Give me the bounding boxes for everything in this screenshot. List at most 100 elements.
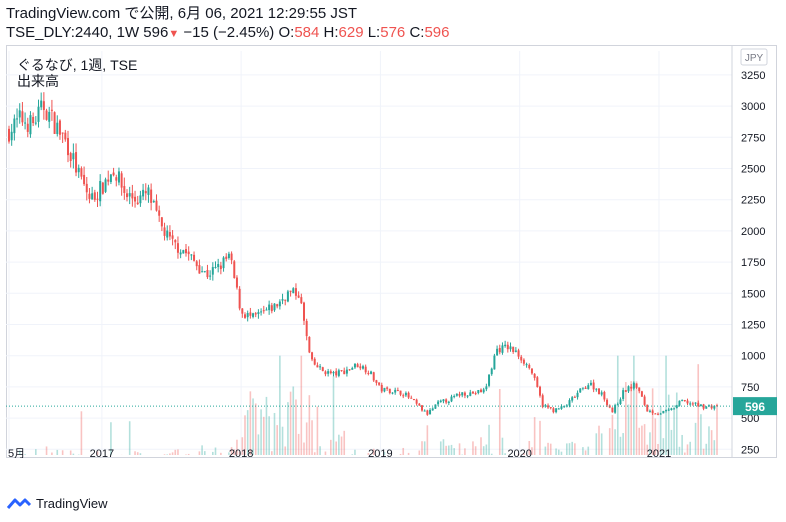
candle-body xyxy=(675,405,678,409)
volume-bar xyxy=(330,439,332,455)
volume-bar xyxy=(423,441,426,455)
candle-body xyxy=(359,366,362,369)
candle-body xyxy=(568,400,571,406)
open-value: 584 xyxy=(294,24,320,41)
candle-body xyxy=(600,392,603,395)
candle-body xyxy=(659,413,662,415)
volume-bar xyxy=(51,452,53,455)
volume-bar xyxy=(705,443,708,455)
candle-body xyxy=(493,355,496,370)
volume-bar xyxy=(407,452,410,455)
volume-bar xyxy=(308,395,311,455)
volume-bar xyxy=(595,433,598,455)
volume-bar xyxy=(684,452,686,455)
candle-body xyxy=(496,348,499,356)
volume-bar xyxy=(268,416,270,455)
candle-body xyxy=(37,106,40,122)
footer-brand: TradingView xyxy=(36,495,108,511)
volume-bar xyxy=(351,454,354,455)
candle-body xyxy=(211,267,214,275)
candlestick-chart[interactable]: 250 500 750 1000 1250 1500 1750 2000 2250 2500 275… xyxy=(6,45,777,458)
candle-body xyxy=(437,401,440,405)
candle-body xyxy=(222,257,225,269)
candle-body xyxy=(581,387,584,389)
candle-body xyxy=(260,311,263,313)
candle-body xyxy=(292,288,295,294)
candle-body xyxy=(598,388,600,394)
candle-body xyxy=(606,399,609,406)
last-price-label: 596 xyxy=(745,400,765,414)
volume-bar xyxy=(681,434,683,455)
candle-body xyxy=(8,128,10,142)
volume-bar xyxy=(313,452,316,455)
volume-bar xyxy=(319,446,321,455)
candle-body xyxy=(375,380,378,383)
volume-bar xyxy=(45,446,48,455)
x-tick-label: 2020 xyxy=(507,448,531,458)
candle-body xyxy=(498,348,501,353)
candle-body xyxy=(16,118,19,120)
candle-body xyxy=(429,409,432,415)
candle-body xyxy=(624,390,627,392)
volume-bar xyxy=(622,433,624,455)
volume-bar xyxy=(418,450,421,455)
candle-body xyxy=(24,122,27,124)
volume-bar xyxy=(678,446,681,455)
volume-bar xyxy=(228,452,230,455)
volume-bar xyxy=(611,414,614,455)
volume-bar xyxy=(244,415,246,455)
volume-bar xyxy=(501,437,504,455)
candle-body xyxy=(75,152,78,173)
volume-bar xyxy=(504,453,506,455)
volume-bar xyxy=(659,406,662,455)
volume-bar xyxy=(316,406,319,455)
candle-body xyxy=(423,410,426,412)
candle-body xyxy=(174,240,177,243)
candle-body xyxy=(276,304,279,307)
volume-bar xyxy=(445,445,447,455)
volume-bar xyxy=(203,451,206,455)
tradingview-footer[interactable]: TradingView xyxy=(6,494,108,512)
volume-bar xyxy=(241,437,244,455)
volume-bar xyxy=(598,425,600,455)
candle-body xyxy=(115,177,118,181)
volume-bar xyxy=(238,451,241,455)
candle-body xyxy=(667,409,670,411)
candle-body xyxy=(697,402,700,407)
tradingview-logo-icon xyxy=(6,498,32,509)
volume-bar xyxy=(708,426,710,455)
volume-bar xyxy=(163,454,166,455)
low-label: L: xyxy=(367,24,381,41)
volume-bar xyxy=(571,441,573,455)
volume-bar xyxy=(303,442,305,455)
candle-body xyxy=(705,406,708,409)
candle-body xyxy=(689,403,692,405)
volume-bar xyxy=(367,452,370,455)
candle-body xyxy=(619,399,622,405)
candle-body xyxy=(450,396,453,402)
volume-bar xyxy=(584,450,587,455)
volume-bar xyxy=(614,429,616,455)
candle-body xyxy=(560,406,563,409)
candle-body xyxy=(324,371,327,375)
y-tick-label: 750 xyxy=(741,382,759,394)
candle-body xyxy=(571,397,574,401)
candle-body xyxy=(512,346,515,352)
candle-body xyxy=(412,398,415,400)
volume-bar xyxy=(260,409,262,455)
candle-body xyxy=(501,345,504,353)
candle-body xyxy=(268,304,271,311)
y-tick-label: 1750 xyxy=(741,257,765,269)
volume-bar xyxy=(560,451,563,455)
candle-body xyxy=(415,399,418,404)
candle-body xyxy=(509,346,512,350)
candle-body xyxy=(281,299,284,301)
candle-body xyxy=(335,371,338,376)
volume-bar xyxy=(582,447,584,455)
volume-bar xyxy=(625,382,627,455)
y-tick-label: 1500 xyxy=(741,288,765,300)
candle-body xyxy=(126,193,128,198)
volume-bar xyxy=(694,422,697,455)
volume-bar xyxy=(284,446,287,455)
volume-bar xyxy=(531,447,533,455)
